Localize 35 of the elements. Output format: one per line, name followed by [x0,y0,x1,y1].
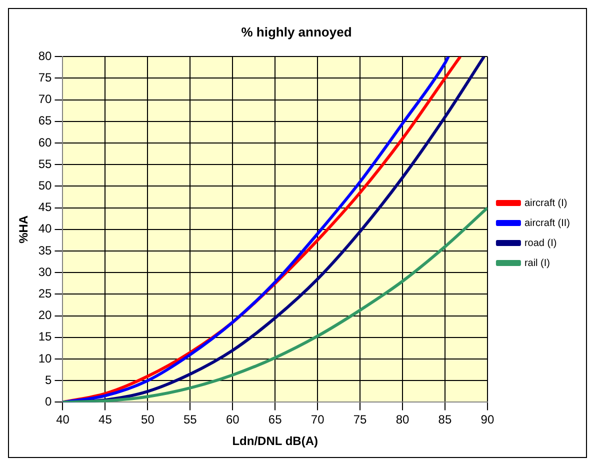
y-tick-label: 20 [38,308,52,322]
y-tick-label: 25 [38,286,52,301]
legend-label: aircraft (II) [524,218,570,229]
legend-label: rail (I) [524,258,550,269]
legend-label: aircraft (I) [524,198,568,209]
y-tick-label: 10 [38,351,52,366]
x-tick-label: 75 [353,412,368,427]
y-tick-label: 30 [38,264,52,279]
x-tick-label: 85 [438,412,452,427]
y-tick-label: 0 [45,394,52,409]
y-axis-title: %HA [16,215,31,244]
chart-title: % highly annoyed [241,24,352,40]
y-tick-label: 40 [38,222,52,236]
y-tick-label: 50 [38,178,52,193]
legend-label: road (I) [524,238,557,249]
y-tick-label: 5 [45,372,52,387]
y-tick-label: 70 [38,92,52,106]
x-tick-label: 70 [310,412,325,427]
x-tick-label: 90 [480,412,494,427]
y-tick-label: 60 [38,135,52,150]
x-tick-label: 50 [141,412,155,427]
y-tick-label: 80 [38,48,52,63]
y-tick-label: 75 [38,70,52,85]
x-axis-title: Ldn/DNL dB(A) [232,434,318,448]
y-tick-label: 65 [38,114,52,128]
x-tick-label: 65 [268,412,282,427]
x-tick-label: 55 [183,412,198,427]
x-tick-label: 80 [396,412,410,427]
y-tick-label: 15 [38,330,52,344]
x-tick-label: 60 [226,412,240,427]
x-tick-label: 45 [98,412,112,427]
x-tick-label: 40 [56,412,70,427]
y-tick-label: 35 [38,243,52,258]
y-tick-label: 45 [38,200,52,214]
y-tick-label: 55 [38,156,52,171]
